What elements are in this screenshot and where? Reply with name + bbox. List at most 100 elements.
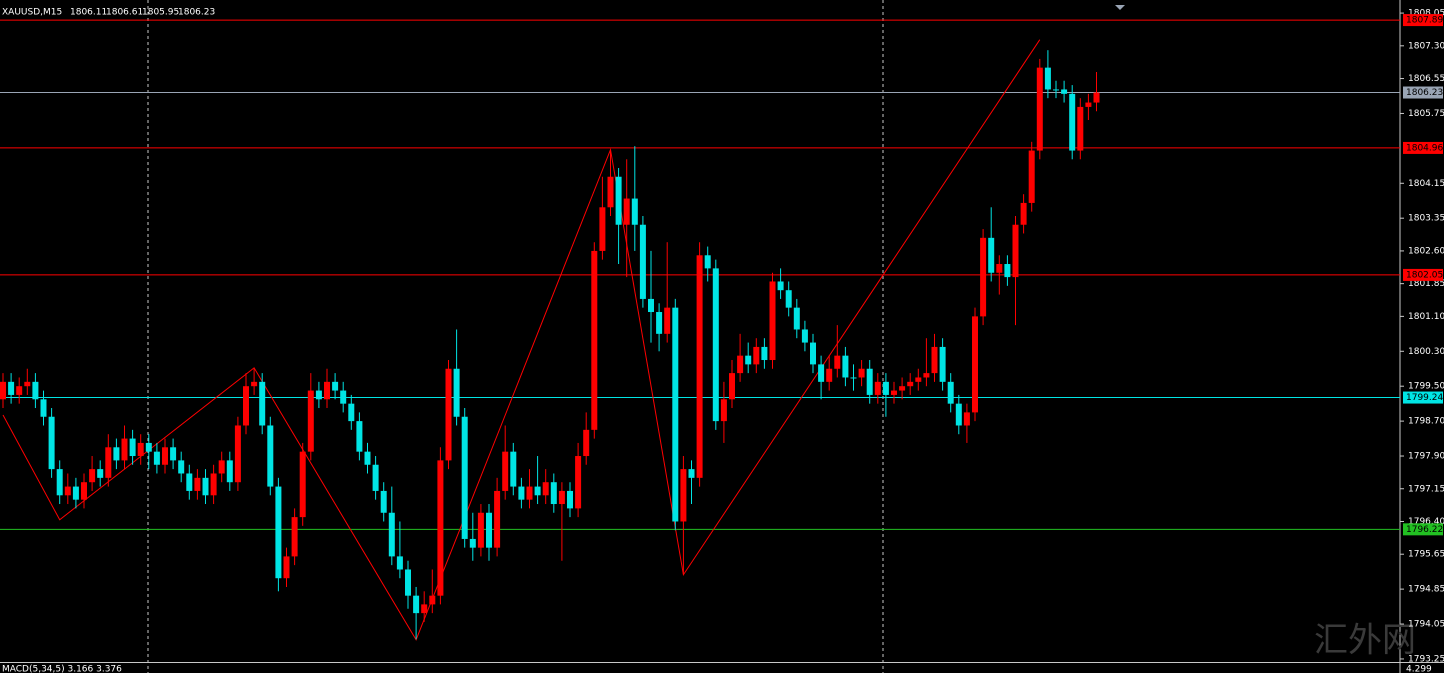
candle-body	[947, 381, 954, 404]
candle-body	[842, 355, 849, 378]
y-tick-label: 1794.85	[1408, 585, 1444, 595]
candle-body	[64, 486, 71, 496]
candle-body	[567, 490, 573, 509]
candle-body	[283, 556, 290, 579]
candle-body	[915, 377, 922, 382]
candle-body	[251, 381, 258, 387]
candle-body	[24, 381, 31, 387]
candle-body	[186, 473, 193, 491]
candle-body	[380, 490, 387, 513]
candle-body	[1061, 89, 1068, 94]
candle-body	[785, 290, 792, 308]
y-tick-label: 1794.05	[1408, 620, 1444, 630]
price-level-tag	[1403, 391, 1443, 404]
candle-body	[1069, 93, 1076, 151]
candle-body	[1077, 106, 1084, 151]
candle-body	[939, 346, 946, 382]
candle-body	[534, 486, 541, 496]
candle-body	[510, 451, 517, 487]
y-tick-label: 1795.65	[1408, 550, 1444, 560]
candle-body	[753, 346, 760, 365]
candle-body	[307, 390, 314, 452]
candle-body	[356, 421, 363, 452]
candle-body	[234, 425, 241, 483]
candle-body	[575, 456, 582, 509]
y-tick-label: 1796.40	[1408, 517, 1444, 527]
candle-body	[996, 264, 1003, 273]
candle-body	[850, 377, 857, 379]
candle-body	[1020, 202, 1027, 225]
candle-body	[8, 381, 15, 395]
candle-body	[405, 569, 411, 596]
candle-body	[299, 451, 306, 518]
candle-body	[858, 368, 865, 378]
candle-body	[291, 517, 298, 557]
candle-body	[664, 307, 671, 334]
y-tick-label: 1793.25	[1408, 654, 1444, 664]
candle-body	[226, 460, 233, 483]
candle-body	[696, 255, 703, 478]
candle-body	[16, 386, 23, 395]
candle-body	[81, 482, 87, 500]
candle-body	[874, 381, 881, 395]
price-level-label: 1806.23	[1406, 88, 1443, 98]
candle-body	[801, 329, 808, 343]
y-tick-label: 1798.70	[1408, 417, 1444, 427]
candle-body	[267, 425, 274, 487]
candle-body	[907, 381, 914, 387]
candle-body	[170, 447, 177, 461]
candle-body	[769, 281, 776, 361]
candle-body	[526, 486, 533, 500]
candle-body	[461, 416, 468, 539]
candle-body	[445, 368, 452, 461]
candle-body	[963, 412, 970, 426]
candle-body	[720, 399, 727, 422]
candle-body	[607, 176, 614, 208]
price-level-label: 1802.05	[1406, 270, 1443, 280]
candle-body	[413, 595, 420, 614]
candle-body	[972, 316, 978, 413]
header-value: 1805.95	[142, 8, 179, 18]
candle-body	[1085, 102, 1092, 107]
candle-body	[931, 346, 938, 374]
candle-body	[429, 595, 436, 605]
candle-body	[121, 438, 128, 461]
candle-body	[737, 355, 744, 374]
y-tick-label: 1808.05	[1408, 9, 1444, 19]
candle-body	[105, 447, 112, 478]
candle-body	[97, 469, 104, 478]
candle-body	[340, 390, 347, 404]
candle-body	[777, 281, 784, 291]
price-level-label: 1799.24	[1406, 393, 1443, 403]
candle-body	[421, 604, 428, 614]
y-tick-label: 1797.90	[1408, 452, 1444, 462]
shift-marker	[1115, 5, 1125, 10]
candle-body	[923, 373, 930, 378]
candle-body	[56, 469, 63, 496]
price-level-tag	[1403, 141, 1443, 154]
price-level-tag	[1403, 86, 1443, 99]
candle-body	[1044, 67, 1051, 90]
candle-body	[656, 312, 663, 334]
y-tick-label: 1799.50	[1408, 382, 1444, 392]
candle-body	[639, 224, 646, 299]
candle-body	[202, 477, 209, 496]
candle-body	[955, 403, 962, 426]
candle-body	[315, 390, 322, 400]
candle-body	[0, 381, 6, 400]
zigzag-line	[2, 39, 1041, 641]
candle-body	[583, 429, 590, 457]
candle-body	[834, 355, 841, 369]
y-tick-label: 1805.75	[1408, 109, 1444, 119]
candle-body	[1093, 92, 1100, 103]
candle-body	[145, 442, 152, 452]
candle-body	[729, 373, 735, 400]
candle-body	[32, 381, 39, 400]
candle-body	[591, 250, 598, 430]
price-level-tag	[1403, 268, 1443, 281]
candle-body	[72, 486, 79, 500]
candle-body	[275, 486, 282, 579]
candle-body	[210, 473, 217, 496]
candle-body	[704, 255, 711, 269]
